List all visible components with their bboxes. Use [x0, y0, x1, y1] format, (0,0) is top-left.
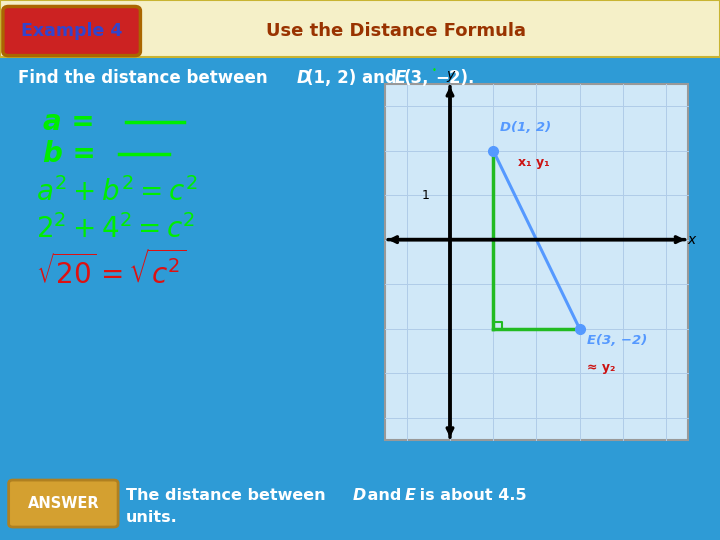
Text: ≈ y₂: ≈ y₂ [587, 361, 615, 374]
Text: E: E [405, 488, 415, 503]
Text: 1: 1 [422, 188, 430, 201]
Text: Use the Distance Formula: Use the Distance Formula [266, 22, 526, 40]
Text: $a^2+b^2=c^2$: $a^2+b^2=c^2$ [36, 177, 197, 207]
Text: x: x [688, 233, 696, 247]
Text: x₁ y₁: x₁ y₁ [518, 156, 550, 169]
Text: ANSWER: ANSWER [27, 496, 99, 511]
Text: D(1, 2): D(1, 2) [500, 122, 552, 134]
FancyBboxPatch shape [3, 6, 140, 56]
FancyBboxPatch shape [0, 0, 720, 57]
Text: $\sqrt{20}=\sqrt{c^2}$: $\sqrt{20}=\sqrt{c^2}$ [36, 250, 186, 290]
Text: y: y [446, 68, 454, 82]
Text: E(3, −2): E(3, −2) [587, 334, 647, 347]
Text: a =: a = [43, 107, 95, 136]
Text: Example 4: Example 4 [22, 22, 122, 40]
Text: E: E [395, 69, 406, 87]
FancyBboxPatch shape [9, 480, 118, 527]
Text: Find the distance between: Find the distance between [18, 69, 274, 87]
Text: D: D [297, 69, 310, 87]
FancyBboxPatch shape [385, 84, 688, 440]
Text: and: and [362, 488, 408, 503]
Text: D: D [353, 488, 366, 503]
Text: $2^2+4^2=c^2$: $2^2+4^2=c^2$ [36, 214, 195, 245]
Text: is about 4.5: is about 4.5 [414, 488, 526, 503]
Text: (1, 2) and: (1, 2) and [306, 69, 402, 87]
Text: The distance between: The distance between [126, 488, 331, 503]
Text: (3,: (3, [403, 69, 428, 87]
Text: −2).: −2). [435, 69, 474, 87]
Text: •: • [432, 66, 437, 75]
Text: units.: units. [126, 510, 178, 525]
Text: b =: b = [43, 140, 96, 168]
